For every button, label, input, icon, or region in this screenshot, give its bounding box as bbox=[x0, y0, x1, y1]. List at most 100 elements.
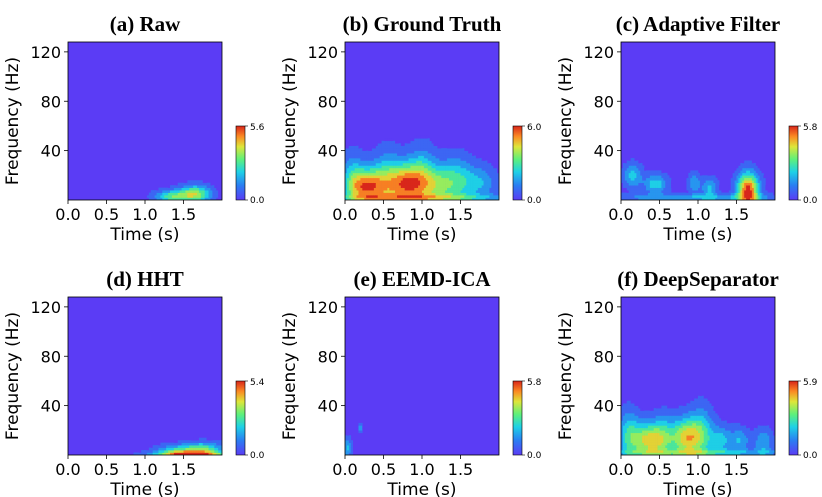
heatmap-cell bbox=[672, 422, 676, 426]
heatmap-cell bbox=[354, 192, 357, 196]
heatmap-cell bbox=[385, 165, 388, 169]
heatmap-cell bbox=[216, 187, 219, 191]
heatmap-cell bbox=[751, 432, 755, 436]
heatmap-cell bbox=[450, 150, 454, 154]
heatmap-cell bbox=[164, 442, 167, 446]
heatmap-cell bbox=[701, 435, 705, 439]
heatmap-cell bbox=[173, 452, 177, 455]
heatmap-cell bbox=[622, 450, 626, 453]
heatmap-cell bbox=[420, 143, 423, 146]
heatmap-cell bbox=[703, 180, 706, 184]
heatmap-cell bbox=[667, 440, 670, 443]
heatmap-cell bbox=[746, 175, 749, 179]
heatmap-cell bbox=[204, 447, 207, 451]
heatmap-cell bbox=[156, 197, 159, 200]
heatmap-cell bbox=[671, 432, 674, 436]
heatmap-cell bbox=[707, 442, 710, 446]
heatmap-cell bbox=[410, 155, 413, 159]
heatmap-cell bbox=[210, 197, 213, 200]
heatmap-cell bbox=[763, 427, 766, 431]
heatmap-cell bbox=[350, 445, 353, 448]
heatmap-cell bbox=[676, 447, 680, 451]
heatmap-cell bbox=[395, 180, 398, 184]
heatmap-cell bbox=[701, 422, 705, 426]
heatmap-cell bbox=[690, 413, 693, 416]
heatmap-cell bbox=[642, 432, 645, 436]
heatmap-cell bbox=[707, 430, 710, 434]
heatmap-cell bbox=[489, 195, 492, 198]
heatmap-cell bbox=[647, 432, 651, 436]
heatmap-cell bbox=[466, 158, 469, 161]
heatmap-cell bbox=[676, 408, 680, 411]
heatmap-cell bbox=[146, 452, 150, 455]
heatmap-cell bbox=[208, 445, 211, 448]
heatmap-cell bbox=[753, 430, 757, 434]
heatmap-cell bbox=[464, 160, 467, 164]
heatmap-cell bbox=[680, 442, 683, 446]
heatmap-cell bbox=[196, 440, 200, 443]
heatmap-cell bbox=[755, 427, 758, 431]
heatmap-cell bbox=[698, 180, 701, 184]
heatmap-cell bbox=[358, 425, 361, 429]
heatmap-cell bbox=[698, 425, 701, 429]
heatmap-cell bbox=[404, 182, 407, 186]
heatmap-cell bbox=[655, 170, 658, 174]
heatmap-cell bbox=[393, 187, 396, 191]
heatmap-cell bbox=[686, 195, 689, 198]
heatmap-cell bbox=[393, 172, 396, 176]
heatmap-cell bbox=[647, 415, 651, 419]
heatmap-cell bbox=[466, 185, 469, 188]
heatmap-cell bbox=[719, 440, 722, 443]
heatmap-cell bbox=[742, 435, 745, 439]
heatmap-cell bbox=[632, 427, 635, 431]
heatmap-cell bbox=[393, 190, 396, 193]
heatmap-cell bbox=[196, 180, 200, 184]
heatmap-cell bbox=[711, 445, 714, 448]
heatmap-cell bbox=[346, 442, 350, 446]
heatmap-cell bbox=[348, 197, 352, 200]
heatmap-cell bbox=[148, 452, 152, 455]
heatmap-cell bbox=[370, 170, 373, 174]
heatmap-cell bbox=[632, 167, 635, 171]
heatmap-cell bbox=[447, 185, 450, 188]
heatmap-cell bbox=[429, 182, 432, 186]
heatmap-cell bbox=[429, 162, 432, 166]
heatmap-cell bbox=[375, 192, 379, 196]
heatmap-cell bbox=[370, 160, 373, 164]
heatmap-cell bbox=[356, 197, 359, 200]
heatmap-cell bbox=[721, 442, 724, 446]
heatmap-cell bbox=[152, 447, 155, 451]
heatmap-cell bbox=[638, 172, 641, 176]
heatmap-cell bbox=[696, 398, 699, 401]
heatmap-cell bbox=[371, 150, 375, 154]
heatmap-cell bbox=[352, 182, 355, 186]
heatmap-cell bbox=[495, 175, 498, 179]
heatmap-cell bbox=[200, 182, 204, 186]
heatmap-cell bbox=[630, 427, 633, 431]
heatmap-cell bbox=[636, 415, 639, 419]
heatmap-cell bbox=[694, 432, 697, 436]
heatmap-cell bbox=[699, 447, 703, 451]
heatmap-cell bbox=[443, 192, 446, 196]
heatmap-cell bbox=[493, 192, 496, 196]
heatmap-cell bbox=[624, 177, 628, 181]
heatmap-cell bbox=[665, 427, 668, 431]
heatmap-cell bbox=[483, 162, 486, 166]
heatmap-cell bbox=[173, 195, 177, 198]
heatmap-cell bbox=[393, 153, 396, 156]
heatmap-cell bbox=[661, 182, 664, 186]
heatmap-cell bbox=[431, 148, 434, 151]
heatmap-cell bbox=[701, 415, 705, 419]
heatmap-cell bbox=[402, 185, 405, 188]
heatmap-cell bbox=[665, 440, 668, 443]
heatmap-cell bbox=[751, 182, 755, 186]
colorbar bbox=[512, 380, 523, 456]
heatmap-cell bbox=[738, 442, 741, 446]
heatmap-cell bbox=[370, 153, 373, 156]
heatmap-cell bbox=[736, 435, 739, 439]
heatmap-cell bbox=[479, 185, 482, 188]
heatmap-cell bbox=[175, 197, 179, 200]
heatmap-cell bbox=[427, 138, 430, 142]
heatmap-cell bbox=[744, 450, 747, 453]
heatmap-cell bbox=[698, 190, 701, 193]
